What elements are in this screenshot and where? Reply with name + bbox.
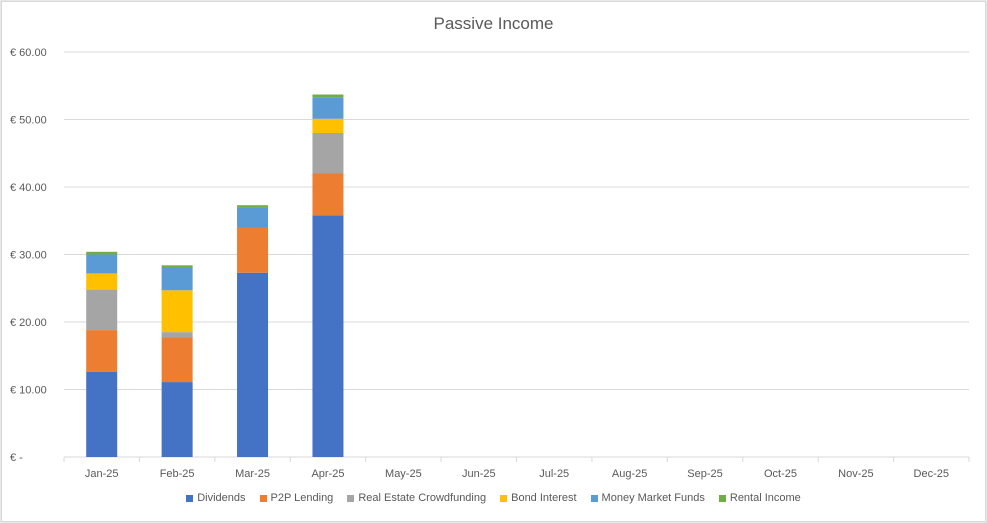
legend-swatch xyxy=(590,494,598,502)
legend-item: P2P Lending xyxy=(259,492,334,504)
bar-segment xyxy=(86,330,118,372)
x-tick-label: Oct-25 xyxy=(764,468,797,480)
bar-segment xyxy=(86,371,118,457)
legend-item: Dividends xyxy=(186,492,246,504)
legend-label: Real Estate Crowdfunding xyxy=(358,492,487,504)
legend-label: Bond Interest xyxy=(511,492,577,504)
legend-swatch xyxy=(347,494,355,502)
bar-segment xyxy=(237,205,269,208)
bar-segment xyxy=(312,133,344,174)
bar-segment xyxy=(161,290,193,333)
bar-segment xyxy=(161,332,193,338)
y-tick-label: € 50.00 xyxy=(10,115,47,127)
y-tick-label: € - xyxy=(10,452,23,464)
bar-segment xyxy=(161,265,193,268)
bar-segment xyxy=(237,227,269,273)
bar-segment xyxy=(312,215,344,457)
y-tick-label: € 30.00 xyxy=(10,250,47,262)
legend-label: Money Market Funds xyxy=(601,492,705,504)
bar-segment xyxy=(161,337,193,383)
y-tick-label: € 10.00 xyxy=(10,385,47,397)
bar-segment xyxy=(312,118,344,133)
legend-label: P2P Lending xyxy=(270,492,334,504)
legend-swatch xyxy=(186,494,194,502)
y-tick-label: € 20.00 xyxy=(10,317,47,329)
legend-label: Rental Income xyxy=(729,492,801,504)
bar-segment xyxy=(86,289,118,331)
bar-segment xyxy=(312,97,344,119)
bar-segment xyxy=(237,272,269,457)
legend-item: Rental Income xyxy=(718,492,801,504)
x-tick-label: Dec-25 xyxy=(914,468,949,480)
legend-swatch xyxy=(500,494,508,502)
bar-segment xyxy=(86,251,118,255)
y-tick-label: € 60.00 xyxy=(10,47,47,59)
legend: Dividends P2P Lending Real Estate Crowdfun… xyxy=(2,492,985,504)
bar-segment xyxy=(86,254,118,274)
x-tick-label: Jul-25 xyxy=(539,468,569,480)
bar-segment xyxy=(86,273,118,290)
x-tick-label: May-25 xyxy=(385,468,422,480)
x-tick-label: Nov-25 xyxy=(838,468,873,480)
x-tick-label: Sep-25 xyxy=(687,468,722,480)
legend-item: Bond Interest xyxy=(500,492,577,504)
x-tick-label: Jan-25 xyxy=(85,468,119,480)
bar-segment xyxy=(312,173,344,216)
legend-swatch xyxy=(718,494,726,502)
bar-segment xyxy=(237,207,269,228)
legend-item: Money Market Funds xyxy=(590,492,705,504)
x-tick-label: Mar-25 xyxy=(235,468,270,480)
bar-segment xyxy=(161,268,193,291)
y-tick-label: € 40.00 xyxy=(10,182,47,194)
x-tick-label: Feb-25 xyxy=(160,468,195,480)
chart-title: Passive Income xyxy=(433,14,554,33)
x-tick-label: Jun-25 xyxy=(462,468,496,480)
legend-label: Dividends xyxy=(197,492,246,504)
x-tick-label: Apr-25 xyxy=(311,468,344,480)
bar-segment xyxy=(161,382,193,457)
legend-swatch xyxy=(259,494,267,502)
legend-item: Real Estate Crowdfunding xyxy=(347,492,486,504)
x-tick-label: Aug-25 xyxy=(612,468,647,480)
bar-segment xyxy=(312,94,344,98)
